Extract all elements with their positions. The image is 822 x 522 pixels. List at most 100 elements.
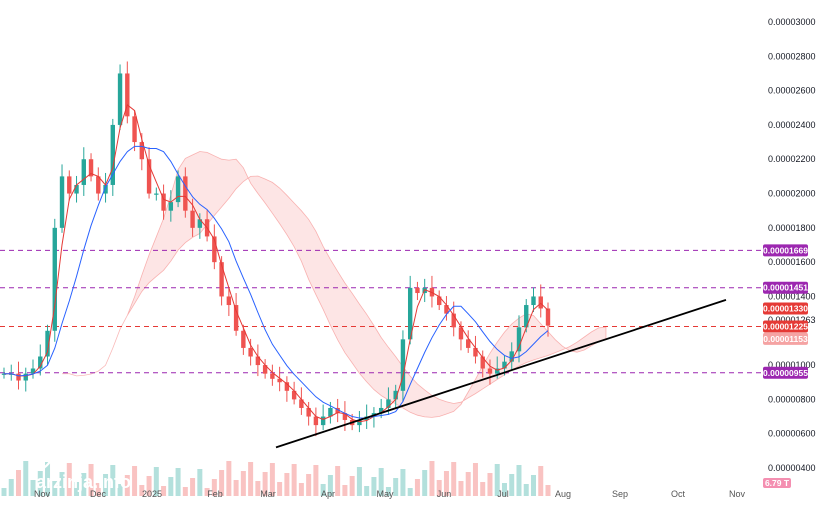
y-tick-label: 0.00000600 xyxy=(768,429,816,439)
x-axis: Nov Dec 2025 Feb Mar Apr May Jun Jul Aug Sep Oct Nov xyxy=(34,489,746,499)
candle-body xyxy=(313,416,319,426)
candle-body xyxy=(67,176,72,194)
candle-body xyxy=(458,327,464,340)
x-tick-label: Aug xyxy=(555,489,571,499)
candle-body xyxy=(538,296,543,309)
volume-bar xyxy=(219,470,225,496)
candle-body xyxy=(386,399,391,408)
candle-body xyxy=(255,356,261,366)
candle-body xyxy=(132,116,137,143)
level-badge-label: 0.00001225 xyxy=(763,321,808,331)
y-tick-label: 0.00001800 xyxy=(768,223,816,233)
volume-bar xyxy=(429,461,435,496)
volume-bar xyxy=(211,479,217,496)
x-tick-label: Nov xyxy=(729,489,746,499)
candle-body xyxy=(378,407,384,414)
volume-bar xyxy=(313,465,319,496)
candle-body xyxy=(226,296,232,306)
volume-bar xyxy=(146,476,152,496)
volume-bar xyxy=(458,481,464,496)
candle-body xyxy=(81,159,86,185)
trendline xyxy=(275,299,727,449)
ichimoku-cloud xyxy=(62,151,607,418)
volume-bar xyxy=(110,465,116,496)
candle-body xyxy=(38,356,43,369)
candle-body xyxy=(299,399,304,408)
candle-body xyxy=(139,142,145,160)
candle-body xyxy=(233,305,239,331)
y-tick-label: 0.00001400 xyxy=(768,291,816,301)
candle-body xyxy=(335,407,340,414)
volume-bar xyxy=(37,471,43,496)
volume-bar xyxy=(530,475,536,496)
volume-bar xyxy=(139,485,145,496)
volume-bar xyxy=(277,482,283,496)
volume-bar xyxy=(175,468,181,496)
level-badge xyxy=(763,281,808,294)
moving-average-line xyxy=(4,145,549,419)
candle-body xyxy=(96,176,101,194)
volume-bar xyxy=(226,461,232,496)
brand-name: ARZINJA xyxy=(58,440,161,465)
candle-body xyxy=(400,339,406,391)
volume-bar xyxy=(269,463,275,496)
y-axis: 0.00003000 0.00002800 0.00002600 0.00002400… xyxy=(768,17,816,473)
candle-body xyxy=(487,368,493,374)
candle-body xyxy=(88,159,94,177)
candle-body xyxy=(262,365,268,374)
volume-bar xyxy=(16,470,22,496)
level-badge xyxy=(763,320,808,333)
volume-bar xyxy=(422,470,428,496)
level-badges: 0.00001669 0.00001451 0.00001330 0.00001225… xyxy=(763,244,808,488)
volume-bar xyxy=(262,472,268,496)
brand-logo-icon xyxy=(30,440,54,470)
candle-body xyxy=(9,373,14,375)
volume-bar xyxy=(161,486,167,496)
volume-bar xyxy=(465,472,471,496)
x-tick-label: Jun xyxy=(437,489,452,499)
candle-body xyxy=(407,287,413,340)
volume-bar xyxy=(291,464,297,496)
candle-body xyxy=(1,373,7,375)
y-tick-label: 0.00003000 xyxy=(768,17,816,27)
y-tick-label: 0.00002200 xyxy=(768,154,816,164)
candle-body xyxy=(415,287,420,294)
volume-bar xyxy=(95,483,101,496)
x-tick-label: 2025 xyxy=(142,489,162,499)
candle-body xyxy=(125,73,130,117)
candle-body xyxy=(284,382,290,391)
candle-body xyxy=(444,305,449,314)
volume-bar xyxy=(81,473,87,496)
volume-badge-label: 6.79 T xyxy=(765,478,790,488)
candle-body xyxy=(466,339,471,348)
candle-body xyxy=(509,351,514,362)
level-badge xyxy=(763,332,808,345)
volume-bar xyxy=(103,474,109,496)
level-badge-label: 0.00001153 xyxy=(763,334,808,344)
candle-body xyxy=(161,193,166,211)
x-tick-label: Apr xyxy=(321,489,335,499)
volume-bar xyxy=(335,466,341,496)
x-tick-label: Feb xyxy=(207,489,223,499)
volume-bar xyxy=(284,473,290,496)
volume-bar xyxy=(8,479,14,496)
y-tick-label: 0.00002600 xyxy=(768,86,816,96)
x-tick-label: Mar xyxy=(260,489,276,499)
candle-body xyxy=(30,368,36,374)
volume-bar xyxy=(523,484,529,496)
volume-bar xyxy=(1,488,7,496)
candle-body xyxy=(103,184,108,194)
volume-bar xyxy=(327,475,333,496)
candle-body xyxy=(190,210,195,228)
candle-body xyxy=(342,413,348,420)
level-badge xyxy=(763,244,808,257)
volume-bar xyxy=(248,462,254,496)
volume-bar xyxy=(451,462,457,496)
y-tick-label: 0.00002800 xyxy=(768,51,816,61)
volume-bar xyxy=(320,484,326,496)
volume-bar xyxy=(407,488,413,496)
y-tick-label: 0.00001263 xyxy=(768,315,816,325)
volume-bar xyxy=(240,471,246,496)
